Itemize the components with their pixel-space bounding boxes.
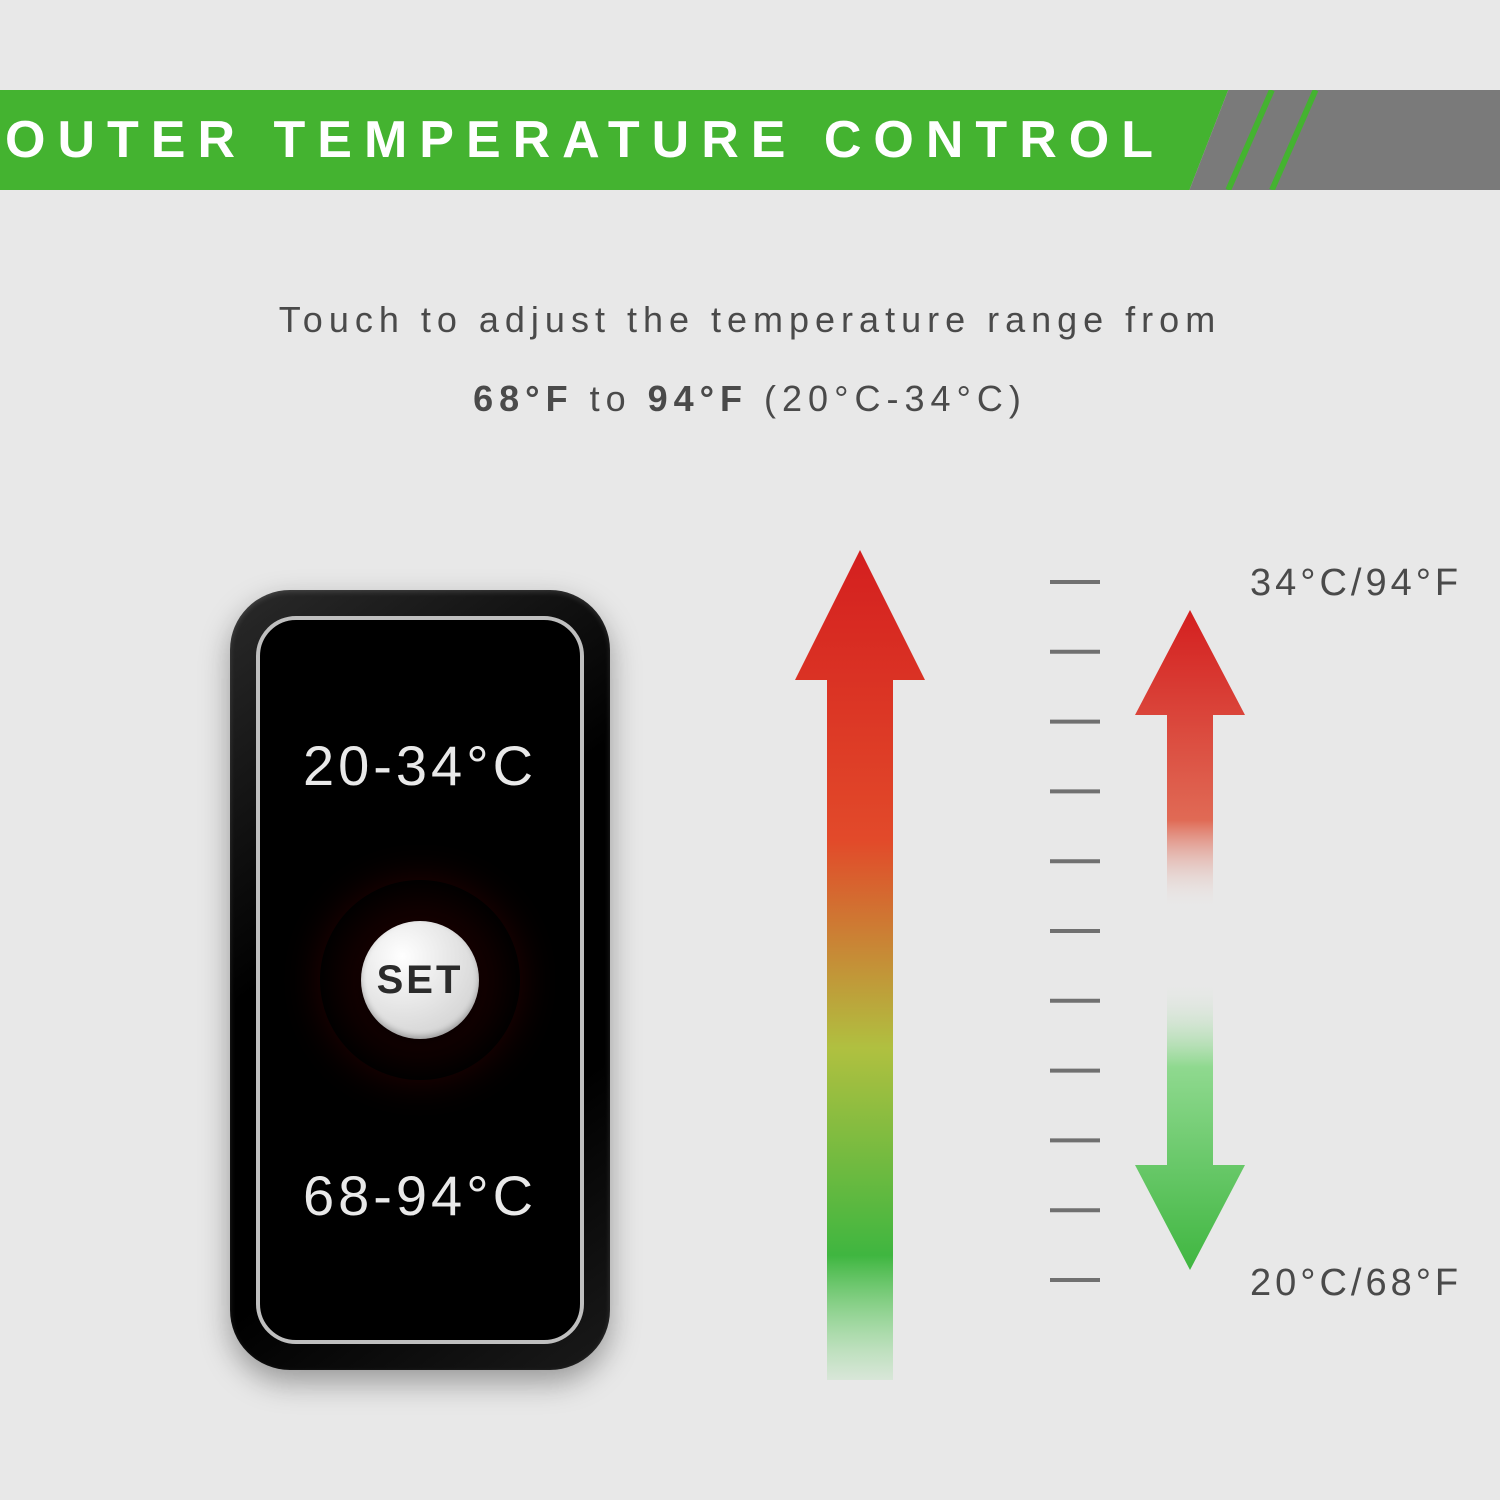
small-up-arrow-icon xyxy=(1135,610,1245,910)
celsius-paren: (20°C-34°C) xyxy=(748,378,1027,419)
header-bar: OUTER TEMPERATURE CONTROL xyxy=(0,90,1500,190)
small-down-arrow-icon xyxy=(1135,980,1245,1270)
top-scale-label: 34°C/94°F xyxy=(1250,562,1462,605)
subtitle-line2: 68°F to 94°F (20°C-34°C) xyxy=(0,359,1500,438)
range-fahrenheit: 68-94°C xyxy=(303,1163,537,1228)
low-f: 68°F xyxy=(473,378,573,419)
bottom-scale-label: 20°C/68°F xyxy=(1250,1262,1462,1305)
range-celsius: 20-34°C xyxy=(303,733,537,798)
scale-svg xyxy=(770,480,1330,1400)
temperature-scale: 34°C/94°F 20°C/68°F xyxy=(770,480,1330,1400)
big-up-arrow-icon xyxy=(795,550,925,1380)
controller-device: 20-34°C SET 68-94°C xyxy=(230,590,610,1370)
subtitle-line1: Touch to adjust the temperature range fr… xyxy=(0,280,1500,359)
set-button-glow: SET xyxy=(320,880,520,1080)
high-f: 94°F xyxy=(648,378,748,419)
scale-ticks xyxy=(1050,582,1100,1280)
subtitle: Touch to adjust the temperature range fr… xyxy=(0,280,1500,438)
header-title: OUTER TEMPERATURE CONTROL xyxy=(0,90,1170,190)
controller-screen: 20-34°C SET 68-94°C xyxy=(256,616,584,1344)
set-button[interactable]: SET xyxy=(361,921,479,1039)
header-accent xyxy=(1170,90,1500,190)
